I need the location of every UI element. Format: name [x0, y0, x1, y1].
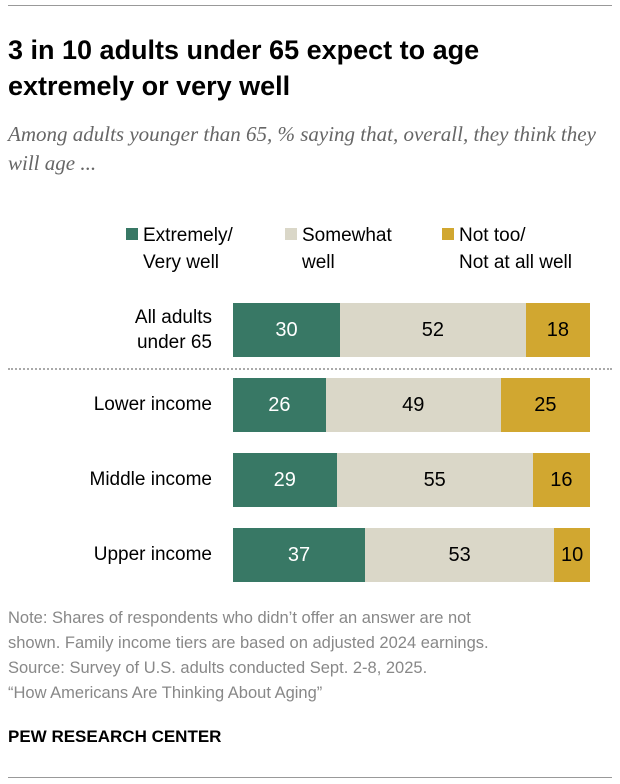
legend-swatch	[285, 228, 297, 240]
source-line: Source: Survey of U.S. adults conducted …	[8, 659, 428, 677]
data-label: 53	[448, 543, 471, 566]
legend-label: Not at all well	[459, 252, 572, 273]
data-label: 16	[550, 468, 573, 491]
data-label: 55	[423, 468, 446, 491]
row-label: All adults under 65	[134, 307, 212, 353]
data-label: 10	[561, 543, 584, 566]
legend-label: Not too/	[459, 225, 526, 246]
top-rule	[8, 5, 612, 6]
brand-logo-text: PEW RESEARCH CENTER	[8, 727, 222, 746]
legend-label: Somewhat	[302, 225, 392, 246]
chart-subtitle: Among adults younger than 65, % saying t…	[8, 122, 596, 175]
data-label: 29	[273, 468, 296, 491]
legend-item-extremely: Extremely/ Very well	[126, 222, 233, 276]
data-label: 25	[534, 393, 557, 416]
bar-segment: 18	[525, 303, 590, 357]
legend-item-not-well: Not too/ Not at all well	[442, 222, 572, 276]
row-label: Upper income	[93, 544, 212, 565]
notes: Note: Shares of respondents who didn’t o…	[8, 606, 489, 706]
bar-segment: 49	[325, 378, 501, 432]
legend-item-somewhat: Somewhat well	[285, 222, 392, 276]
bar-segment: 37	[233, 528, 366, 582]
bar-segment: 55	[336, 453, 533, 507]
bar-segment: 16	[532, 453, 590, 507]
data-label: 30	[275, 318, 298, 341]
row-label: Lower income	[93, 394, 212, 415]
data-label: 52	[421, 318, 445, 341]
row-label: Middle income	[89, 469, 213, 490]
data-label: 18	[546, 318, 569, 341]
bar-segment: 52	[340, 303, 526, 357]
data-label: 49	[402, 393, 425, 416]
dotted-divider	[8, 368, 612, 370]
legend-swatch	[442, 228, 454, 240]
bar-segment: 26	[233, 378, 326, 432]
legend-swatch	[126, 228, 138, 240]
bar-segment: 30	[233, 303, 341, 357]
legend-label: Very well	[143, 252, 220, 273]
legend-label: well	[302, 252, 335, 273]
data-label: 26	[268, 393, 291, 416]
bar-segment: 29	[233, 453, 337, 507]
bar-segment: 10	[554, 528, 590, 582]
note-line: shown. Family income tiers are based on …	[8, 634, 489, 652]
bottom-rule	[8, 777, 612, 778]
report-title: “How Americans Are Thinking About Aging”	[8, 684, 323, 702]
chart-title: 3 in 10 adults under 65 expect to age ex…	[8, 35, 480, 101]
data-label: 37	[287, 543, 311, 566]
bar-segment: 25	[500, 378, 590, 432]
note-line: Note: Shares of respondents who didn’t o…	[8, 609, 471, 627]
legend-label: Extremely/	[143, 225, 233, 246]
bar-segment: 53	[365, 528, 555, 582]
